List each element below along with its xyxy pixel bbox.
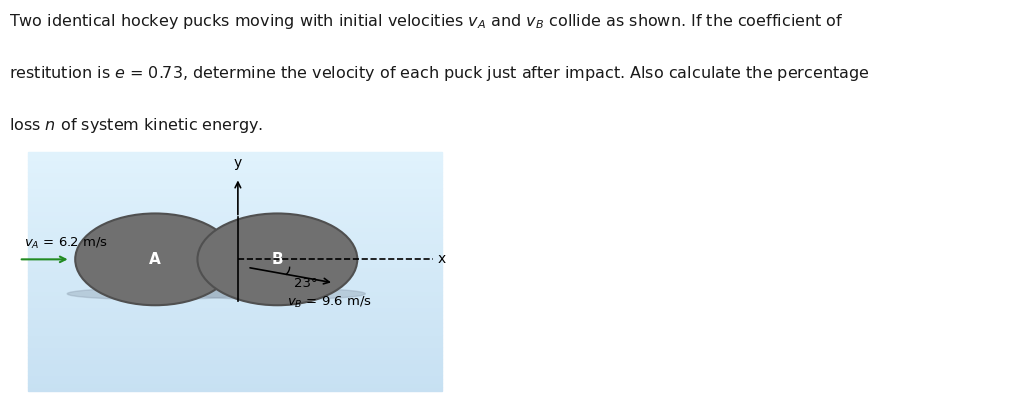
Bar [29,180,442,184]
Bar [29,231,442,235]
Bar [29,152,442,156]
Bar [29,367,442,371]
Bar [29,383,442,387]
Bar [29,355,442,359]
Bar [29,291,442,295]
Bar [29,247,442,251]
Bar [29,351,442,355]
Bar [29,331,442,335]
Bar [29,275,442,279]
Bar [29,343,442,347]
Bar [29,227,442,231]
Bar [29,279,442,283]
Bar [29,211,442,215]
Bar [29,223,442,227]
Bar [29,235,442,239]
Bar [29,196,442,200]
Bar [29,359,442,363]
Bar [29,176,442,180]
Text: $v_A$ = 6.2 m/s: $v_A$ = 6.2 m/s [23,236,108,251]
Bar [29,192,442,196]
Text: A: A [149,252,161,267]
Text: loss $n$ of system kinetic energy.: loss $n$ of system kinetic energy. [9,116,264,135]
Ellipse shape [67,288,244,300]
Bar [29,363,442,367]
Bar [29,259,442,263]
Ellipse shape [190,288,365,300]
Bar [29,299,442,303]
Bar [29,184,442,188]
Bar [29,287,442,291]
Bar [29,160,442,164]
Bar [29,371,442,375]
Bar [29,303,442,307]
Bar [29,327,442,331]
Bar [29,203,442,207]
Bar [29,219,442,223]
Bar [29,307,442,311]
Text: restitution is $e$ = 0.73, determine the velocity of each puck just after impact: restitution is $e$ = 0.73, determine the… [9,64,870,83]
Bar [29,239,442,243]
Bar [29,347,442,351]
Bar [29,267,442,271]
Bar [29,323,442,327]
Bar [29,207,442,211]
Text: $v_B$ = 9.6 m/s: $v_B$ = 9.6 m/s [286,295,372,310]
Bar [29,335,442,339]
Bar [29,172,442,176]
Bar [29,251,442,255]
Ellipse shape [198,213,358,305]
Bar [29,315,442,319]
Bar [29,168,442,172]
Bar [29,387,442,391]
Bar [29,156,442,160]
Bar [29,295,442,299]
Bar [29,263,442,267]
Text: y: y [233,156,242,170]
Bar [29,379,442,383]
Text: B: B [271,252,283,267]
Bar [29,215,442,219]
Bar [29,375,442,379]
Bar [29,271,442,275]
Ellipse shape [75,213,235,305]
Bar [29,339,442,343]
Bar [29,188,442,192]
Bar [29,255,442,259]
Bar [29,164,442,168]
Bar [29,311,442,315]
Text: 23°: 23° [294,277,318,290]
Bar [29,200,442,203]
Bar [29,283,442,287]
Bar [29,319,442,323]
Bar [29,243,442,247]
Text: Two identical hockey pucks moving with initial velocities $v_A$ and $v_B$ collid: Two identical hockey pucks moving with i… [9,12,844,31]
Text: x: x [437,252,445,267]
